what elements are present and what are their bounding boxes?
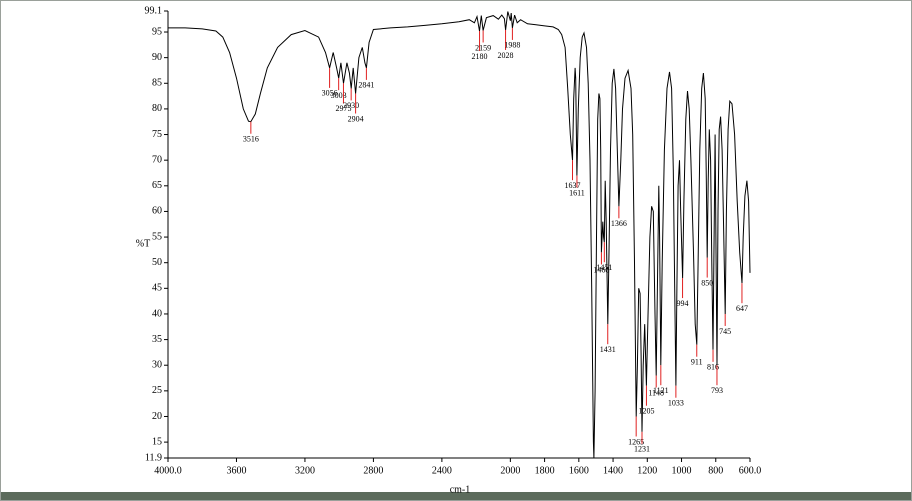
x-tick-label: 3200	[295, 465, 315, 476]
x-axis-label: cm-1	[450, 484, 471, 495]
y-tick-label: 99.1	[145, 5, 163, 16]
x-tick-label: 3600	[226, 465, 246, 476]
peak-label: 793	[711, 386, 723, 395]
x-tick-label: 1600	[569, 465, 589, 476]
y-axis-label: %T	[136, 238, 150, 249]
peak-label: 1451	[596, 263, 612, 272]
peak-label: 1988	[504, 41, 520, 50]
peak-label: 2930	[343, 101, 359, 110]
y-tick-label: 40	[152, 308, 162, 319]
y-tick-label: 35	[152, 334, 162, 345]
peak-label: 3056	[322, 89, 338, 98]
peak-label: 1431	[600, 345, 616, 354]
x-tick-label: 2400	[432, 465, 452, 476]
y-tick-label: 20	[152, 411, 162, 422]
y-tick-label: 65	[152, 180, 162, 191]
x-tick-label: 2000	[500, 465, 520, 476]
y-tick-label: 75	[152, 129, 162, 140]
peak-label: 3516	[243, 135, 259, 144]
peak-label: 2904	[348, 114, 364, 123]
x-tick-label: 4000.0	[154, 465, 182, 476]
peak-label: 647	[736, 304, 748, 313]
y-tick-label: 11.9	[145, 452, 162, 463]
peak-label: 1366	[611, 219, 627, 228]
peak-label: 3003	[331, 91, 347, 100]
peak-label: 1205	[638, 407, 654, 416]
peak-label: 2028	[498, 51, 514, 60]
y-tick-label: 45	[152, 283, 162, 294]
y-tick-label: 25	[152, 385, 162, 396]
peak-label: 1121	[653, 386, 669, 395]
peak-label: 2180	[472, 52, 488, 61]
peak-label: 745	[719, 327, 731, 336]
y-tick-label: 30	[152, 360, 162, 371]
y-tick-label: 55	[152, 231, 162, 242]
y-tick-label: 60	[152, 206, 162, 217]
y-tick-label: 85	[152, 78, 162, 89]
y-tick-label: 70	[152, 154, 162, 165]
peak-label: 994	[677, 299, 689, 308]
y-tick-label: 90	[152, 52, 162, 63]
peak-label: 2841	[358, 81, 374, 90]
x-tick-label: 1800	[535, 465, 555, 476]
peak-label: 911	[691, 358, 703, 367]
peak-label: 1637	[564, 181, 580, 190]
y-tick-label: 80	[152, 103, 162, 114]
y-tick-label: 15	[152, 436, 162, 447]
peak-label: 1611	[569, 188, 585, 197]
x-tick-label: 1000	[672, 465, 692, 476]
peak-label: 1468	[593, 265, 609, 274]
peak-label: 816	[707, 363, 719, 372]
x-tick-label: 1200	[637, 465, 657, 476]
y-tick-label: 95	[152, 26, 162, 37]
x-tick-label: 600.0	[739, 465, 762, 476]
peak-label: 2975	[335, 104, 351, 113]
status-bar	[1, 492, 911, 500]
y-tick-label: 50	[152, 257, 162, 268]
peak-label: 1148	[648, 388, 664, 397]
peak-label: 850	[701, 278, 713, 287]
peak-label: 1033	[668, 399, 684, 408]
x-tick-label: 2800	[363, 465, 383, 476]
peak-label: 1265	[628, 437, 644, 446]
x-tick-label: 800	[708, 465, 723, 476]
peak-label: 1231	[634, 445, 650, 454]
peak-label: 2159	[475, 43, 491, 52]
x-tick-label: 1400	[603, 465, 623, 476]
